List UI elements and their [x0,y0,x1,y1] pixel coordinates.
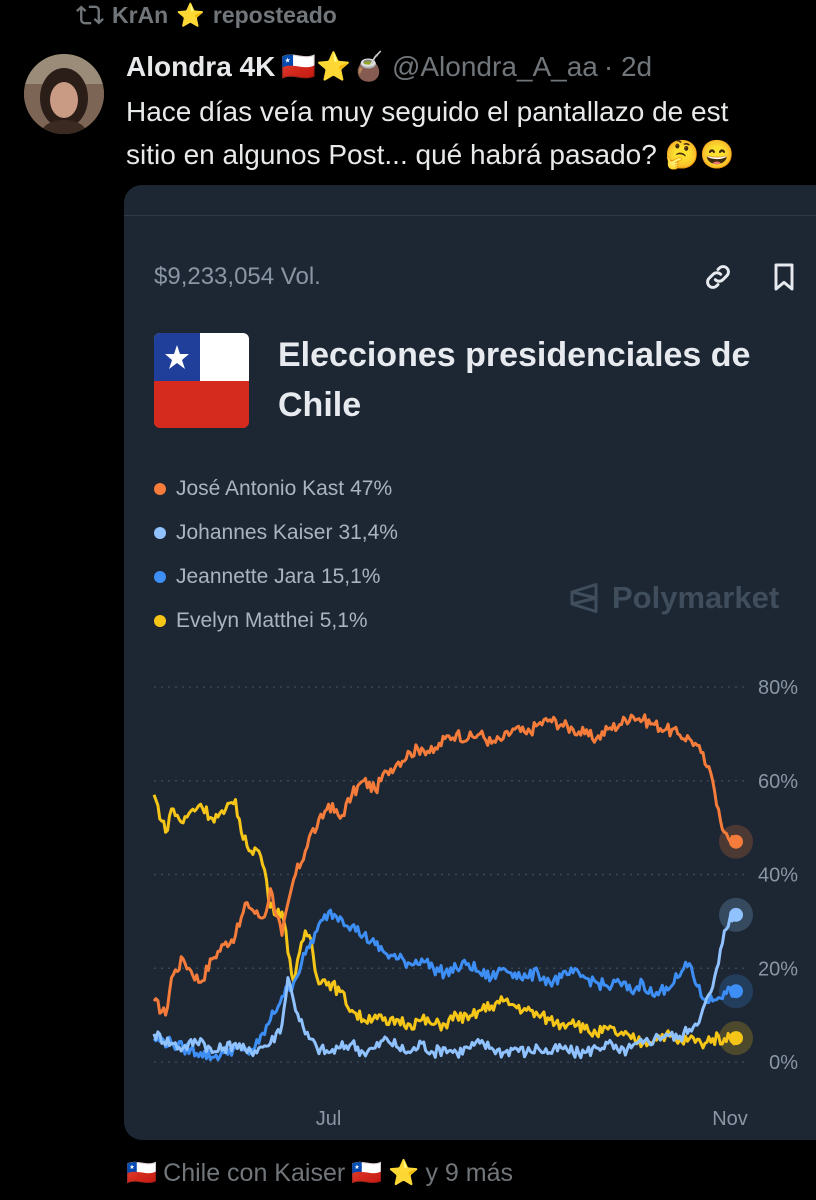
series-line-evelyn-matthei [152,794,738,1050]
series-line-jos-antonio-kast [152,713,738,1017]
star-emoji: ⭐ [388,1158,420,1187]
link-icon[interactable] [702,261,734,293]
community-footer[interactable]: 🇨🇱 Chile con Kaiser 🇨🇱 ⭐ y 9 más [126,1158,513,1188]
endpoint-dot [729,907,743,922]
endpoint-dot [729,984,743,999]
polymarket-logo-icon [570,583,598,613]
polymarket-card[interactable]: $9,233,054 Vol. Elecciones presidenciale… [124,185,816,1140]
legend-dot-kaiser [154,527,166,539]
legend-value-matthei: 5,1% [319,609,368,632]
y-tick-label: 20% [758,958,798,980]
avatar-photo [24,54,104,134]
avatar[interactable] [24,54,104,134]
legend-value-kast: 47% [350,477,393,500]
legend-name-kast: José Antonio Kast [176,477,345,500]
chile-flag-icon [154,333,249,428]
price-chart[interactable]: 80% 60% 40% 20% 0% Jul Nov [124,185,816,1140]
name-emojis: 🇨🇱⭐🧉 [281,50,386,83]
flag-right-emoji: 🇨🇱 [351,1158,383,1187]
bookmark-icon[interactable] [768,261,800,293]
legend-dot-matthei [154,615,166,627]
chart-legend: José Antonio Kast 47% Johannes Kaiser 31… [154,467,398,643]
flag-left-emoji: 🇨🇱 [126,1158,158,1187]
series-line-johannes-kaiser [152,911,738,1060]
legend-item-kast: José Antonio Kast 47% [154,467,398,511]
legend-name-jara: Jeannette Jara [176,565,315,588]
display-name[interactable]: Alondra 4K [126,50,276,82]
legend-value-kaiser: 31,4% [338,521,398,544]
volume-label: $9,233,054 Vol. [154,263,321,290]
repost-row[interactable]: KrAn ⭐ reposteado [76,0,337,30]
legend-item-jara: Jeannette Jara 15,1% [154,555,398,599]
legend-dot-kast [154,483,166,495]
endpoint-dot [729,834,743,849]
more-members[interactable]: y 9 más [425,1158,513,1187]
legend-name-kaiser: Johannes Kaiser [176,521,333,544]
legend-dot-jara [154,571,166,583]
endpoint-dot [729,1031,743,1046]
series-line-jeannette-jara [152,908,738,1062]
timestamp[interactable]: · 2d [603,50,653,82]
repost-label: reposteado [212,1,337,28]
community-name[interactable]: Chile con Kaiser [163,1158,346,1187]
repost-user[interactable]: KrAn [112,1,169,28]
tweet-header: Alondra 4K 🇨🇱⭐🧉 @Alondra_A_aa · 2d [126,50,652,83]
market-title[interactable]: Elecciones presidenciales de Chile [278,336,751,424]
tweet-text-line-2: sitio en algunos Post... qué habrá pasad… [126,139,735,170]
y-tick-label: 0% [769,1052,798,1074]
legend-name-matthei: Evelyn Matthei [176,609,314,632]
legend-value-jara: 15,1% [320,565,381,588]
watermark-text: Polymarket [612,580,780,615]
tweet-text: Hace días veía muy seguido el pantallazo… [126,90,816,176]
polymarket-watermark: Polymarket [566,580,779,616]
legend-item-matthei: Evelyn Matthei 5,1% [154,599,398,643]
y-tick-label: 40% [758,865,798,887]
y-tick-label: 80% [758,677,798,699]
y-tick-label: 60% [758,771,798,793]
card-divider [124,215,816,216]
x-tick-label: Nov [712,1108,748,1130]
repost-user-emoji: ⭐ [176,2,205,29]
handle[interactable]: @Alondra_A_aa [391,50,598,82]
x-tick-label: Jul [316,1108,342,1130]
legend-item-kaiser: Johannes Kaiser 31,4% [154,511,398,555]
retweet-icon [76,5,104,25]
tweet-text-line-1: Hace días veía muy seguido el pantallazo… [126,96,729,127]
